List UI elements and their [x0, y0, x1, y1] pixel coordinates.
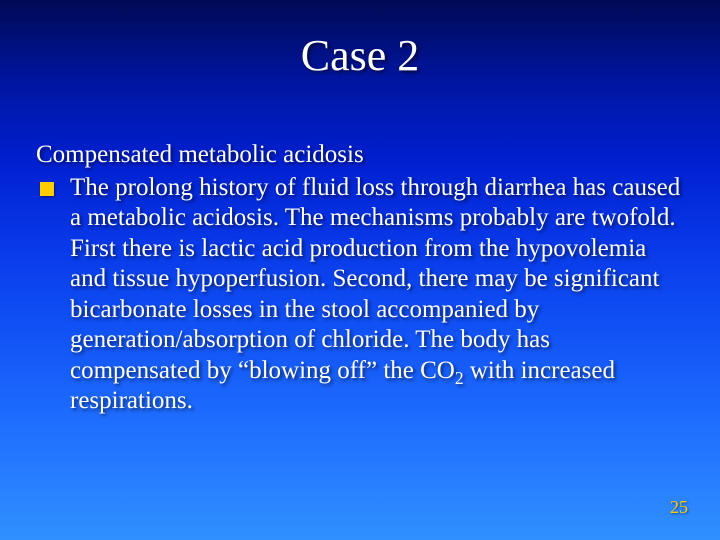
- square-bullet-icon: [40, 182, 54, 196]
- subscript: 2: [455, 368, 464, 388]
- page-number: 25: [670, 497, 688, 518]
- bullet-text-pre: The prolong history of fluid loss throug…: [70, 174, 680, 384]
- slide: Case 2 Compensated metabolic acidosis Th…: [0, 0, 720, 540]
- slide-content: Compensated metabolic acidosis The prolo…: [36, 140, 684, 417]
- slide-title: Case 2: [0, 0, 720, 81]
- bullet-text: The prolong history of fluid loss throug…: [70, 173, 684, 417]
- content-heading: Compensated metabolic acidosis: [36, 140, 684, 171]
- bullet-item: The prolong history of fluid loss throug…: [36, 173, 684, 417]
